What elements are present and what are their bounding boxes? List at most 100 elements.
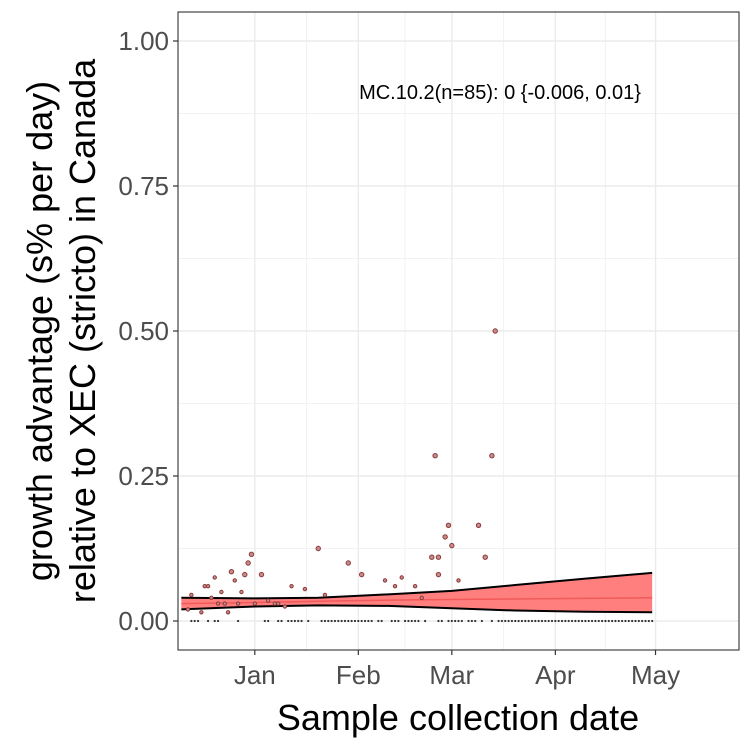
confidence-ribbon-layer: [181, 571, 653, 614]
zero-point: [450, 619, 453, 623]
zero-point: [594, 619, 597, 623]
data-point: [382, 578, 388, 583]
data-point: [235, 601, 241, 606]
zero-point: [457, 619, 460, 623]
zero-point: [504, 619, 507, 623]
zero-point: [634, 619, 637, 623]
zero-point: [293, 619, 296, 623]
zero-point: [651, 619, 654, 623]
zero-point: [490, 619, 493, 623]
zero-point: [584, 619, 587, 623]
data-point: [358, 571, 365, 578]
data-point: [456, 578, 461, 583]
zero-point: [627, 619, 630, 623]
zero-point: [353, 619, 357, 623]
data-point: [199, 610, 204, 615]
zero-point: [560, 619, 564, 623]
zero-point: [527, 619, 530, 623]
zero-point: [540, 619, 544, 623]
data-point: [205, 584, 211, 589]
data-point: [435, 571, 442, 578]
data-point: [345, 560, 352, 566]
zero-point: [193, 619, 196, 623]
zero-point: [343, 619, 347, 623]
x-tick-label: May: [631, 660, 680, 690]
data-point: [275, 601, 281, 606]
zero-point: [280, 619, 283, 623]
zero-point: [557, 619, 560, 623]
zero-point: [393, 619, 397, 623]
zero-point: [564, 619, 567, 623]
zero-point: [437, 619, 440, 623]
data-point: [432, 453, 438, 459]
data-point: [492, 328, 498, 334]
zero-point: [590, 619, 594, 623]
x-axis-title: Sample collection date: [277, 697, 639, 738]
zero-point: [340, 619, 343, 623]
fit-line: [181, 597, 653, 605]
zero-point: [350, 619, 353, 623]
data-point: [445, 522, 452, 528]
zero-point: [631, 619, 634, 623]
data-point: [442, 534, 448, 540]
zero-point: [320, 619, 323, 623]
data-point: [239, 589, 244, 595]
zero-point: [357, 619, 360, 623]
x-tick-label: Jan: [234, 660, 276, 690]
zero-point: [460, 619, 463, 623]
data-point: [209, 595, 214, 600]
zero-point: [574, 619, 577, 623]
grid-major: [178, 12, 739, 650]
zero-point: [597, 619, 600, 623]
zero-point: [500, 619, 504, 623]
data-point: [215, 601, 221, 606]
zero-point: [216, 619, 220, 623]
x-tick-label: Mar: [429, 660, 474, 690]
zero-point: [237, 619, 240, 623]
zero-point: [213, 619, 216, 623]
zero-point: [447, 619, 450, 623]
data-point: [302, 586, 308, 592]
zero-point: [467, 619, 470, 623]
data-point: [189, 592, 194, 598]
zero-point: [547, 619, 550, 623]
zero-point: [377, 619, 380, 623]
confidence-ribbon: [181, 572, 653, 613]
zero-point: [424, 619, 427, 623]
zero-point: [554, 619, 557, 623]
y-axis-title-line-2: relative to XEC (stricto) in Canada: [62, 58, 103, 603]
zero-point: [327, 619, 330, 623]
zero-point: [333, 619, 337, 623]
zero-point: [190, 619, 193, 623]
zero-point: [196, 619, 200, 623]
zero-point: [517, 619, 520, 623]
y-tick-label: 0.50: [118, 316, 169, 346]
zero-point: [537, 619, 540, 623]
zero-point: [580, 619, 584, 623]
zero-point: [323, 619, 327, 623]
zero-point: [290, 619, 293, 623]
zero-point: [510, 619, 514, 623]
data-point: [392, 584, 398, 589]
data-point: [435, 554, 442, 560]
zero-point: [300, 619, 303, 623]
zero-point: [497, 619, 500, 623]
zero-point: [454, 619, 457, 623]
y-tick-label: 0.25: [118, 461, 169, 491]
zero-point: [644, 619, 647, 623]
zero-point: [297, 619, 300, 623]
zero-point: [520, 619, 524, 623]
data-point: [489, 453, 495, 459]
zero-point: [330, 619, 333, 623]
zero-point: [380, 619, 383, 623]
zero-point: [287, 619, 290, 623]
data-point: [212, 575, 217, 580]
zero-point: [507, 619, 510, 623]
zero-point: [397, 619, 400, 623]
zero-point: [617, 619, 620, 623]
y-axis-title-line-1: growth advantage (s% per day): [19, 81, 60, 581]
zero-point: [206, 619, 210, 623]
data-point: [242, 571, 248, 578]
zero-point: [614, 619, 617, 623]
zero-point: [567, 619, 570, 623]
